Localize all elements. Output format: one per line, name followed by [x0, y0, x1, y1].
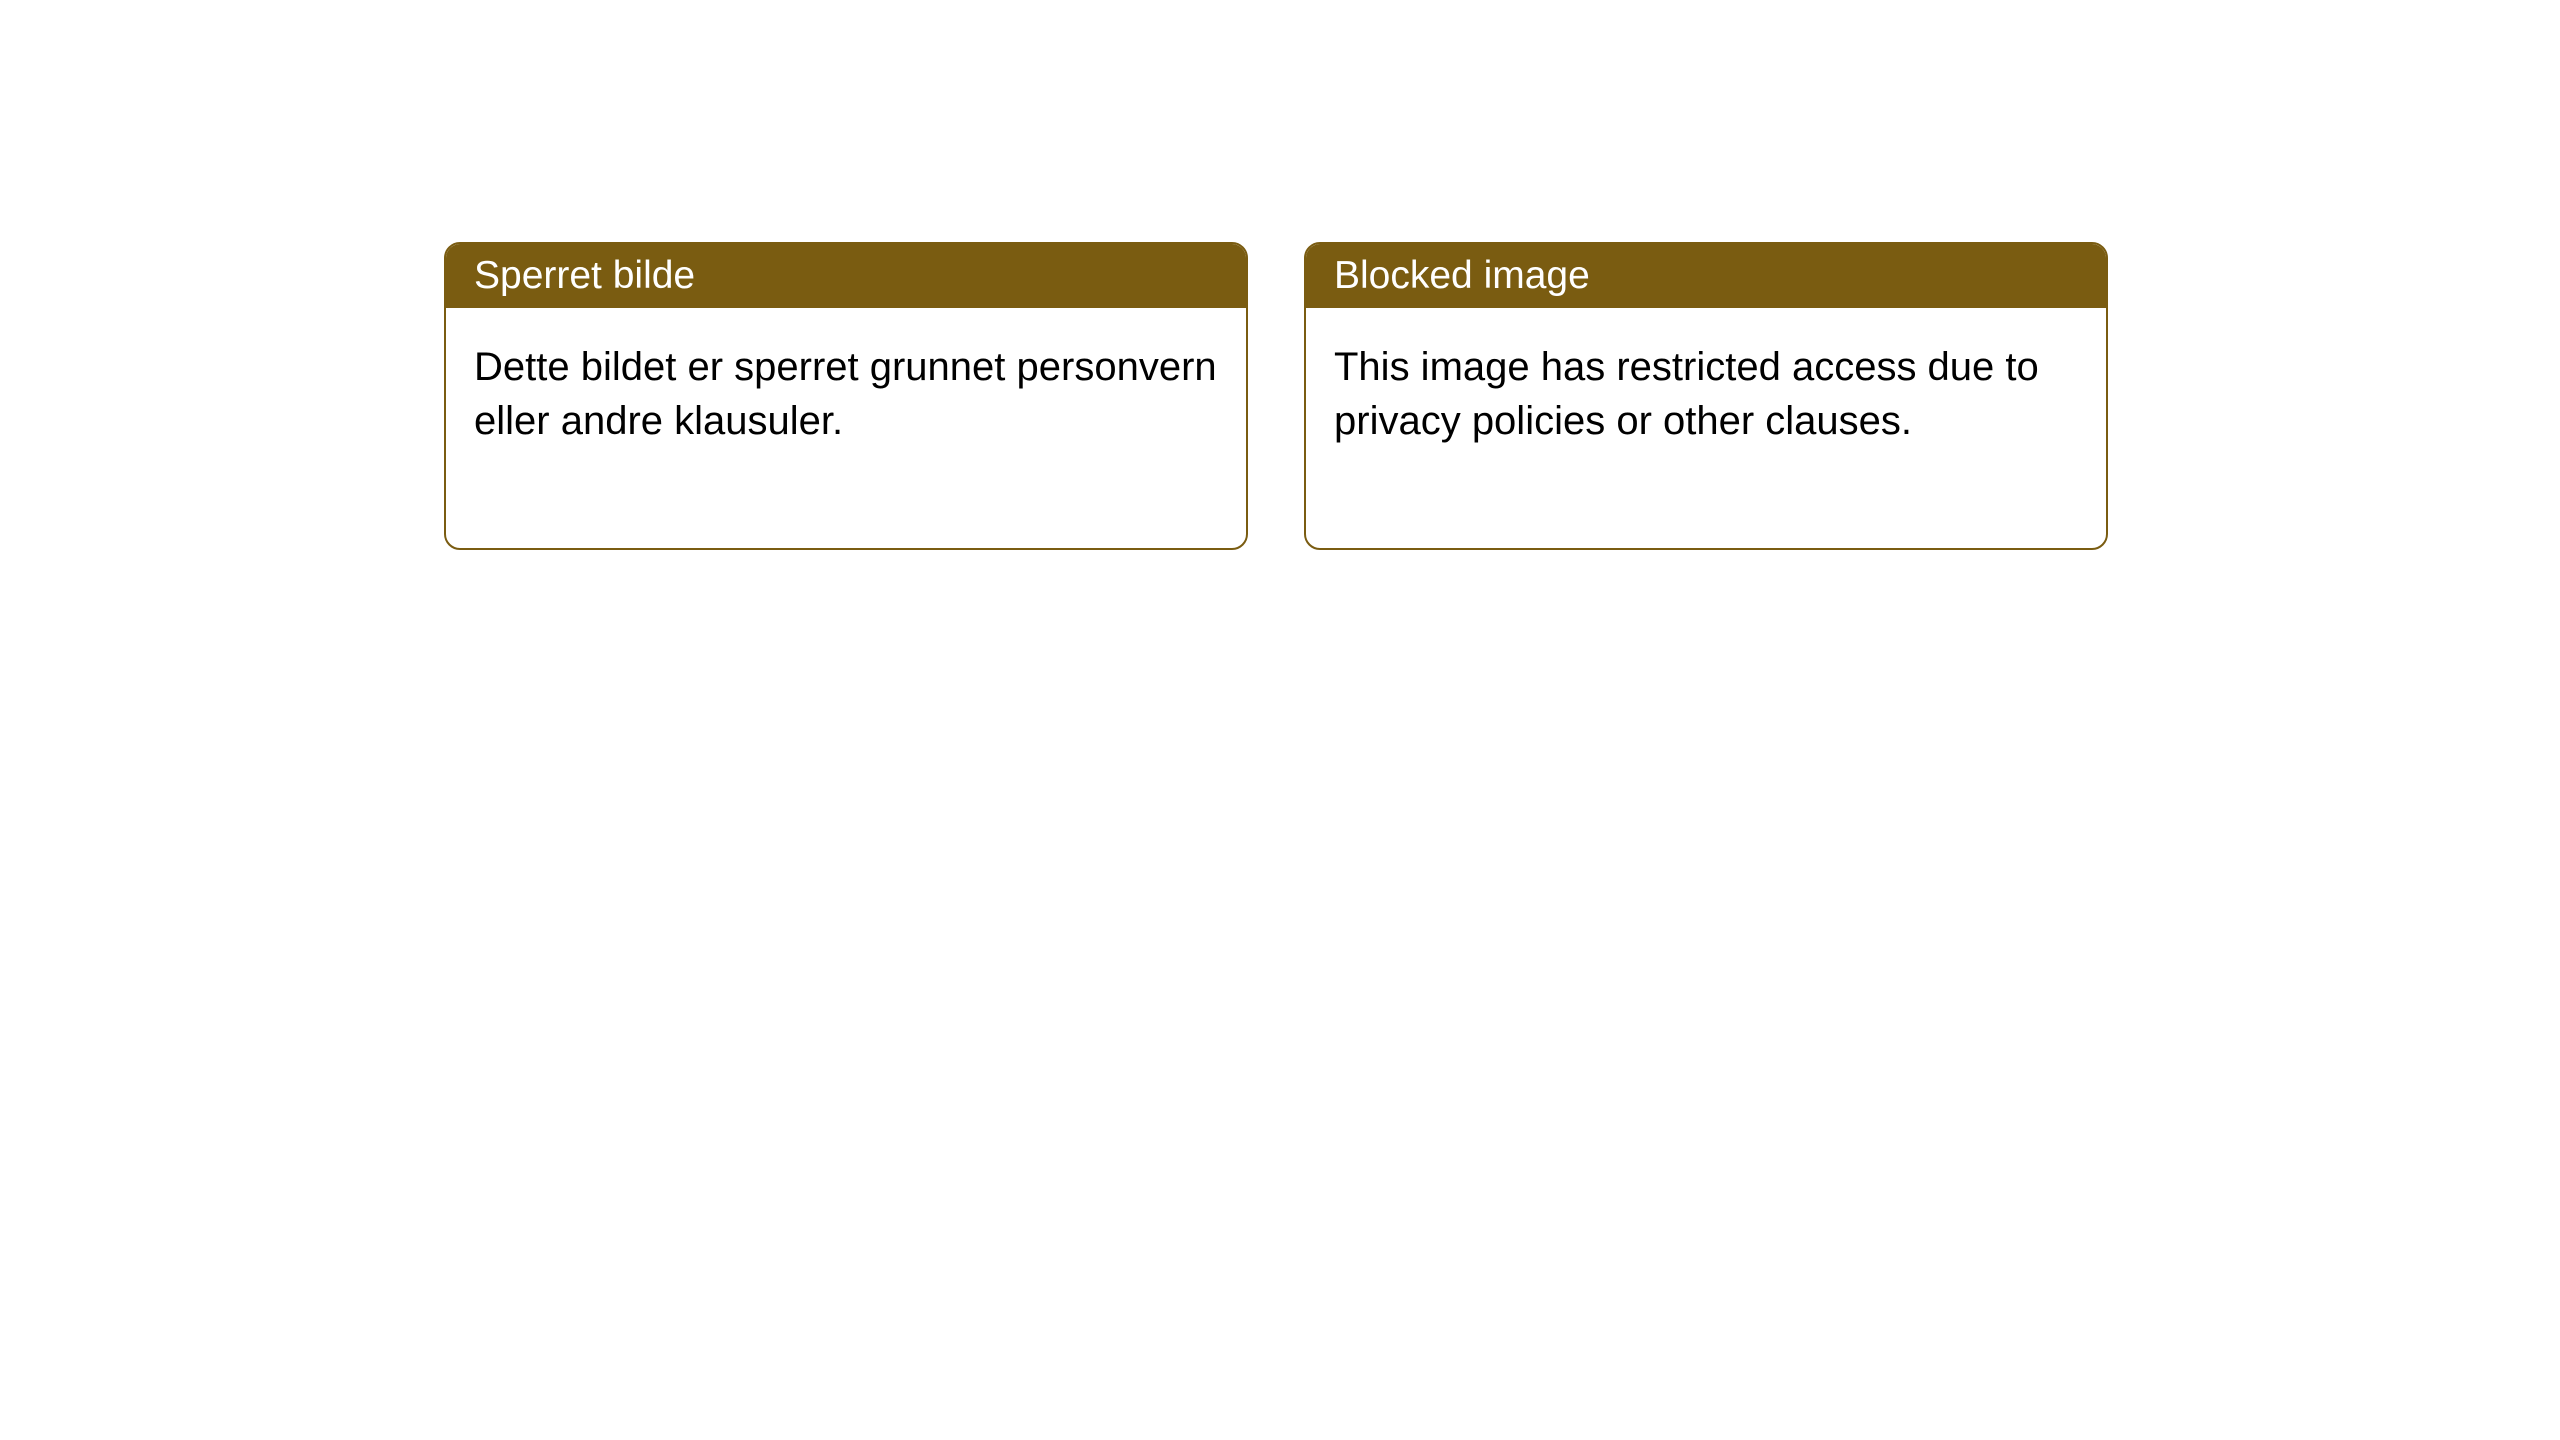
card-title: Sperret bilde: [474, 254, 695, 297]
card-body: This image has restricted access due to …: [1306, 308, 2106, 548]
notice-cards-container: Sperret bilde Dette bildet er sperret gr…: [444, 242, 2108, 550]
notice-card-norwegian: Sperret bilde Dette bildet er sperret gr…: [444, 242, 1248, 550]
card-header: Blocked image: [1306, 244, 2106, 308]
card-header: Sperret bilde: [446, 244, 1246, 308]
card-title: Blocked image: [1334, 254, 1590, 297]
card-message: Dette bildet er sperret grunnet personve…: [474, 345, 1217, 443]
card-message: This image has restricted access due to …: [1334, 345, 2039, 443]
notice-card-english: Blocked image This image has restricted …: [1304, 242, 2108, 550]
card-body: Dette bildet er sperret grunnet personve…: [446, 308, 1246, 548]
